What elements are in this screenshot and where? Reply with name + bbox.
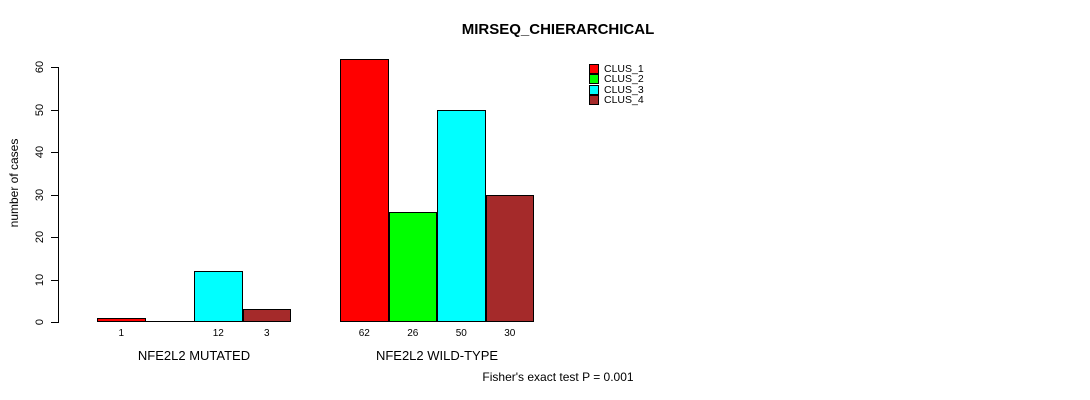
legend-item: CLUS_2 (589, 73, 644, 86)
bar-value-label: 26 (407, 328, 419, 339)
legend-color-swatch (589, 74, 599, 85)
bar-value-label: 1 (118, 328, 125, 339)
y-axis-tick-label: 50 (34, 103, 46, 116)
group-label: NFE2L2 MUTATED (137, 348, 251, 363)
legend-label: CLUS_4 (604, 94, 644, 107)
y-axis-tick (51, 237, 58, 238)
legend-color-swatch (589, 95, 599, 106)
clus_1-bar (97, 317, 146, 322)
clus_2-zero-bar (145, 321, 194, 322)
y-axis-tick-label: 40 (34, 145, 46, 159)
bar-value-label: 30 (504, 328, 516, 339)
bar-value-label: 50 (455, 328, 467, 339)
y-axis-tick (51, 194, 58, 196)
legend-item: CLUS_1 (589, 64, 644, 74)
y-axis-tick-label: 0 (34, 318, 46, 326)
y-axis-tick (51, 67, 58, 68)
bar-value-label: 3 (263, 328, 270, 339)
clus_4-bar (485, 194, 534, 322)
y-axis-tick (51, 322, 58, 323)
legend-item: CLUS_3 (589, 85, 644, 95)
chart-title: MIRSEQ_CHIERARCHICAL (461, 21, 655, 38)
bar-value-label: 62 (358, 328, 370, 339)
legend: CLUS_1 CLUS_2 CLUS_3 CLUS_4 (589, 64, 644, 105)
clus_1-bar (340, 58, 389, 322)
y-axis-tick-label: 60 (34, 60, 46, 74)
legend-item: CLUS_4 (589, 95, 644, 105)
y-axis-tick-label: 20 (34, 230, 46, 244)
annotation-text: Fisher's exact test P = 0.001 (482, 370, 634, 384)
clus_2-bar (388, 211, 437, 322)
y-axis-tick (51, 109, 58, 111)
bar-value-label: 12 (212, 328, 224, 339)
legend-label: CLUS_1 (604, 63, 644, 76)
y-axis-tick (51, 279, 58, 281)
legend-label: CLUS_2 (604, 73, 644, 86)
y-axis-tick-label: 10 (34, 273, 46, 286)
legend-color-swatch (589, 84, 599, 95)
y-axis-line (58, 67, 59, 323)
y-axis-tick (51, 152, 58, 153)
legend-label: CLUS_3 (604, 83, 644, 96)
clus_3-bar (194, 271, 243, 322)
y-axis-tick-label: 30 (34, 188, 46, 201)
legend-color-swatch (589, 64, 599, 75)
y-axis-label: number of cases (7, 138, 21, 228)
group-label: NFE2L2 WILD-TYPE (375, 348, 499, 363)
clus_3-bar (437, 109, 486, 322)
clus_4-bar (242, 309, 291, 322)
